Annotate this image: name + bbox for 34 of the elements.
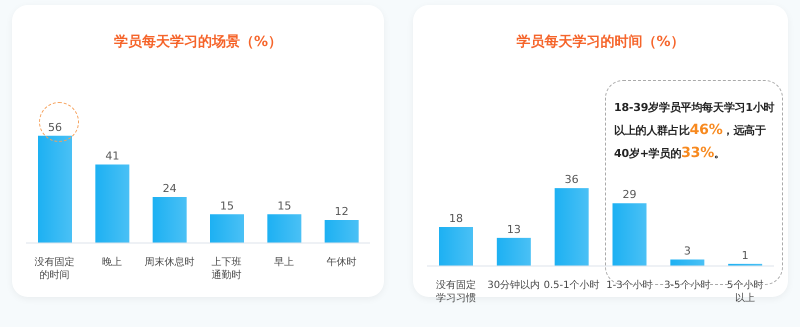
x-tick-label: 0.5-1个小时 [544,279,600,291]
x-tick-label: 早上 [274,256,294,268]
data-label: 15 [277,199,292,212]
data-label: 41 [105,149,120,162]
data-label: 12 [334,205,349,218]
x-tick-label: 没有固定学习习惯 [436,279,476,304]
bar [670,260,704,266]
data-label: 1 [742,248,749,262]
data-label: 36 [564,173,579,186]
bar [152,197,187,243]
x-tick-label: 午休时 [326,256,356,268]
data-label: 56 [48,120,62,134]
x-tick-label: 30分钟以内 [487,279,540,291]
x-tick-label: 晚上 [102,256,122,268]
data-label: 29 [622,188,636,202]
bar [95,164,130,243]
bar [439,227,473,266]
data-label: 15 [220,199,234,212]
data-label: 13 [506,222,521,236]
bar [496,238,531,266]
bar [38,136,72,243]
bar [554,188,589,266]
bar [612,203,646,266]
chart-title: 学员每天学习的场景（%） [112,33,284,51]
x-tick-label: 周末休息时 [144,256,194,268]
x-tick-label: 没有固定的时间 [34,256,75,281]
data-label: 18 [449,212,463,226]
bar [267,214,302,243]
chart-title: 学员每天学习的时间（%） [515,33,686,51]
data-label: 24 [162,182,177,196]
bar [210,214,244,243]
x-tick-label: 上下班通勤时 [212,256,242,281]
data-label: 3 [684,244,691,258]
bar [324,220,359,243]
